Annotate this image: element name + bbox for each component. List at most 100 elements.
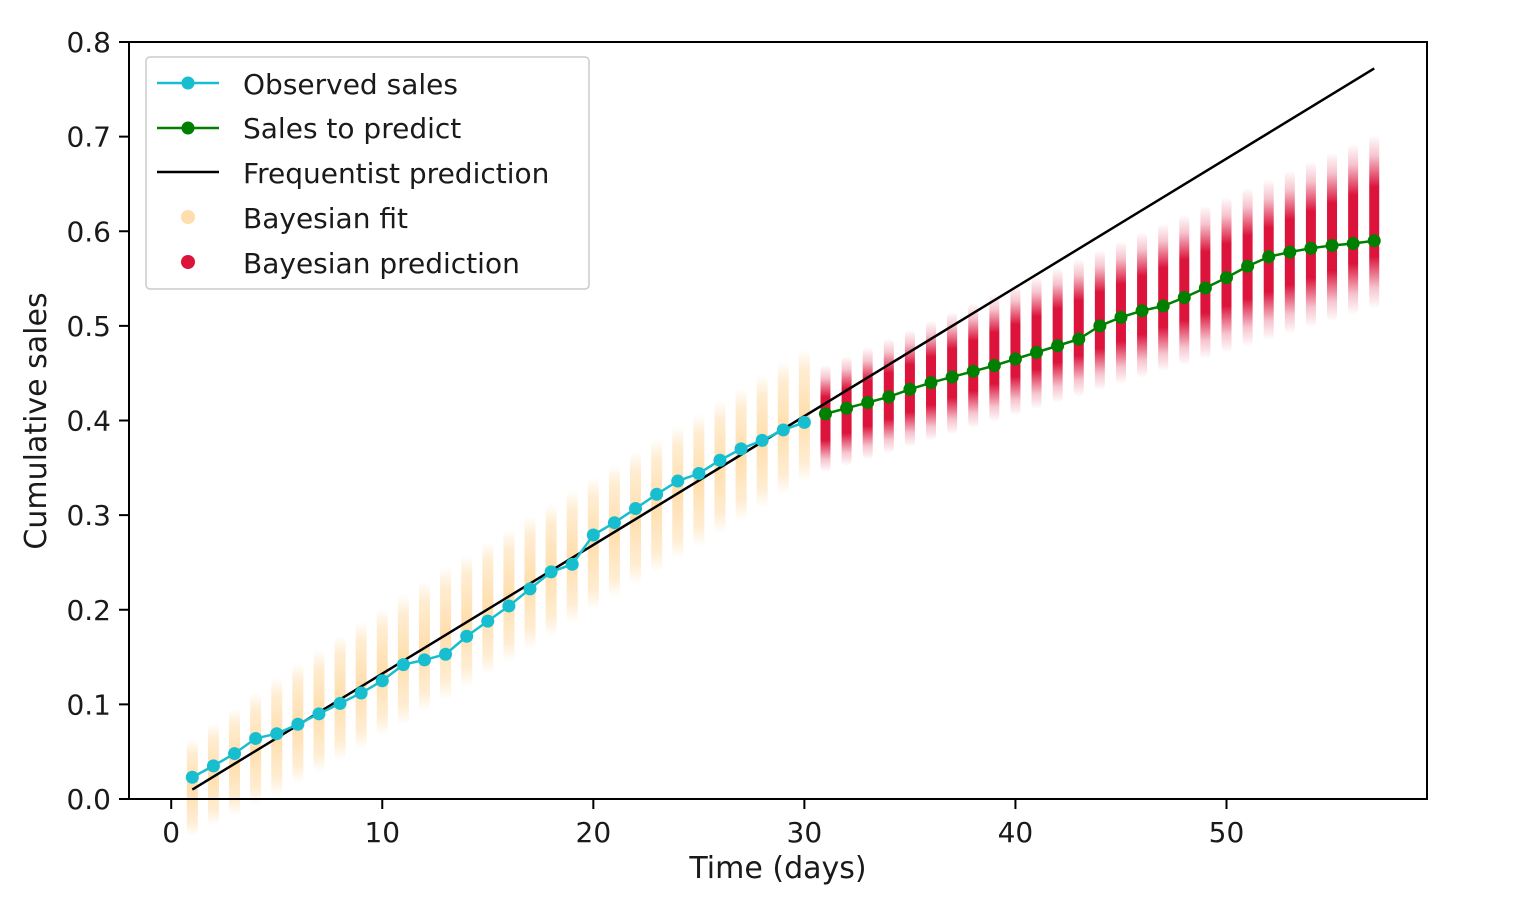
observed-sales-line [191,421,805,779]
y-tick-label: 0.0 [66,783,111,816]
sales-to-predict-point [924,376,938,390]
bayes-pred-bar [1052,267,1063,404]
observed-sales-point [586,528,600,542]
y-tick-label: 0.6 [66,215,111,248]
observed-sales-point [565,557,579,571]
bayes-fit-bar [440,566,452,700]
observed-sales-point [607,516,621,530]
observed-sales-point [439,647,453,661]
legend-label-bayes-pred: Bayesian prediction [243,247,520,280]
x-tick-label: 10 [364,816,400,849]
sales-to-predict-group [818,234,1381,421]
sales-to-predict-point [1093,319,1107,333]
observed-sales-point [312,707,326,721]
x-tick-label: 30 [787,816,823,849]
y-axis-label: Cumulative sales [19,292,54,549]
y-tick-label: 0.7 [66,121,111,154]
observed-sales-point [776,423,790,437]
x-tick-label: 50 [1209,816,1245,849]
observed-sales-point [228,747,242,761]
sales-to-predict-point [818,407,832,421]
observed-sales-point [396,658,410,672]
legend-label-to-predict: Sales to predict [243,112,461,145]
sales-to-predict-point [1051,339,1065,353]
y-tick-label: 0.3 [66,499,111,532]
legend-item-frequentist: Frequentist prediction [157,157,549,190]
x-tick-label: 40 [998,816,1034,849]
observed-sales-point [185,770,199,784]
y-tick-label: 0.8 [66,26,111,59]
sales-to-predict-point [1198,281,1212,295]
sales-to-predict-point [1304,241,1318,255]
sales-to-predict-point [903,382,917,396]
observed-sales-point [544,565,558,579]
x-tick-label: 0 [162,816,180,849]
observed-sales-point [375,674,389,688]
legend-label-bayes-fit: Bayesian fit [243,202,408,235]
observed-sales-point [291,717,305,731]
legend-swatch-marker [181,255,195,269]
observed-sales-point [734,442,748,456]
sales-to-predict-point [882,390,896,404]
observed-sales-group [185,415,811,784]
observed-sales-point [333,696,347,710]
sales-to-predict-point [840,401,854,415]
sales-to-predict-point [1030,345,1044,359]
sales-to-predict-point [1156,299,1170,313]
y-tick-label: 0.1 [66,688,111,721]
legend-swatch-marker [181,76,195,90]
bayes-pred-bar [1073,258,1084,397]
bayes-pred-bar [1369,134,1380,309]
sales-to-predict-point [1008,352,1022,366]
sales-to-predict-point [1262,250,1276,264]
observed-sales-point [629,502,643,516]
y-axis-ticks: 0.0 0.1 0.2 0.3 0.4 0.5 0.6 0.7 0.8 [66,26,129,816]
sales-to-predict-point [1114,310,1128,324]
observed-sales-point [650,487,664,501]
bayes-pred-bar [1348,143,1359,315]
legend-item-observed: Observed sales [157,68,458,101]
sales-to-predict-point [987,359,1001,373]
sales-to-predict-point [966,364,980,378]
bayes-fit-bar [250,692,262,806]
bayes-pred-bar [1179,214,1190,366]
observed-sales-point [755,433,769,447]
bayes-pred-bar [1158,223,1169,372]
legend-label-frequentist: Frequentist prediction [243,157,549,190]
observed-sales-point [354,686,368,700]
y-tick-label: 0.4 [66,405,111,438]
y-tick-label: 0.5 [66,310,111,343]
observed-sales-point [249,731,263,745]
observed-sales-point [206,759,220,773]
y-tick-label: 0.2 [66,594,111,627]
legend-item-bayes-fit: Bayesian fit [181,202,408,235]
legend-box [145,56,590,290]
sales-to-predict-point [1346,237,1360,251]
legend-item-bayes-pred: Bayesian prediction [181,247,520,280]
bayes-pred-bar [1010,285,1021,416]
sales-to-predict-point [1135,304,1149,318]
bayes-fit-bar [186,739,198,837]
sales-to-predict-point [1283,245,1297,259]
bayes-fit-bar [229,708,241,816]
observed-sales-point [417,653,431,667]
sales-to-predict-point [1219,271,1233,285]
sales-to-predict-point [1367,234,1381,248]
legend-label-observed: Observed sales [243,68,458,101]
x-axis-label: Time (days) [688,851,866,886]
bayes-pred-bar [1327,152,1338,322]
observed-sales-point [523,582,537,596]
observed-sales-point [692,466,706,480]
observed-sales-point [671,474,685,488]
plot-content [185,67,1381,837]
sales-to-predict-point [1072,332,1086,346]
sales-to-predict-point [1325,238,1339,252]
observed-sales-point [460,629,474,643]
observed-sales-point [270,727,284,741]
legend-item-to-predict: Sales to predict [157,112,461,145]
observed-sales-point [481,614,495,628]
bayes-pred-bar [1031,276,1042,410]
legend-swatch-marker [181,210,195,224]
x-tick-label: 20 [576,816,612,849]
